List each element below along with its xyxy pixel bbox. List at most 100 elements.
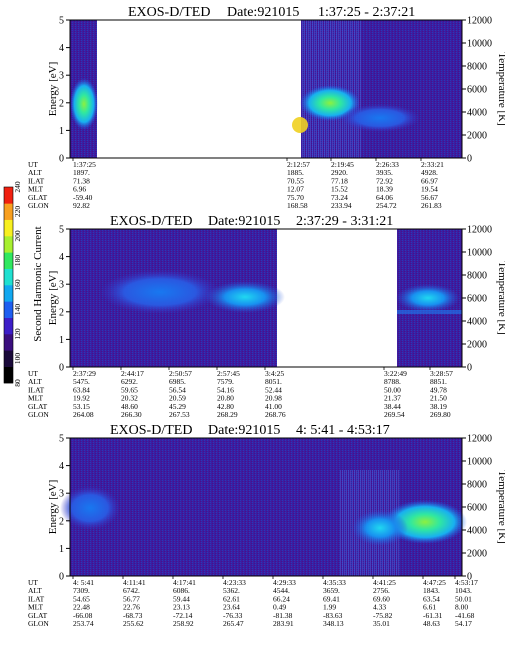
- ephemeris-value: 64.06: [376, 193, 393, 202]
- ytick-right-label: 8000: [467, 480, 487, 491]
- colorbar-swatch: [4, 334, 13, 351]
- ephemeris-value: 4:53:17: [455, 578, 478, 587]
- panel-1-yticks-right: 0 2000 4000 6000 8000 10000 12000: [462, 16, 492, 165]
- ytick-label: 0: [59, 154, 64, 165]
- ephemeris-row-label: ILAT: [28, 176, 45, 185]
- panel-1-yticks: 0 1 2 3 4 5: [59, 16, 70, 165]
- ephemeris-value: 8.00: [455, 603, 468, 612]
- ephemeris-value: 54.17: [455, 619, 472, 628]
- ephemeris-value: 45.29: [169, 402, 186, 411]
- ephemeris-value: 42.80: [217, 402, 234, 411]
- ephemeris-value: 62.61: [223, 594, 240, 603]
- ytick-right-label: 12000: [467, 225, 492, 236]
- ytick-right-label: 2000: [467, 340, 487, 351]
- ytick-right-label: 10000: [467, 457, 492, 468]
- ytick-label: 2: [59, 516, 64, 527]
- ephemeris-row-label: ALT: [28, 168, 42, 177]
- colorbar-swatch: [4, 219, 13, 237]
- ytick-label: 4: [59, 461, 64, 472]
- ephemeris-value: 1843.: [423, 586, 440, 595]
- colorbar-tick-label: 160: [13, 279, 22, 291]
- ytick-label: 5: [59, 16, 64, 27]
- panel-3-plot: [60, 437, 467, 577]
- ephemeris-value: 92.82: [73, 201, 90, 210]
- ephemeris-value: 50.00: [384, 385, 401, 394]
- ephemeris-value: 265.47: [223, 619, 244, 628]
- colorbar-swatch: [4, 301, 13, 318]
- ephemeris-value: 35.01: [373, 619, 390, 628]
- ephemeris-row-label: ILAT: [28, 385, 45, 394]
- panel-2-feature-1: [100, 270, 220, 314]
- ephemeris-value: 20.32: [121, 394, 138, 403]
- ephemeris-value: 2:12:57: [287, 160, 310, 169]
- ytick-label: 3: [59, 71, 64, 82]
- ephemeris-value: 59.44: [173, 594, 190, 603]
- ephemeris-value: -41.68: [455, 611, 475, 620]
- ephemeris-value: 21.50: [430, 394, 447, 403]
- panel-1-feature-1: [70, 78, 98, 130]
- ephemeris-value: 6292.: [121, 377, 138, 386]
- ephemeris-value: 77.18: [331, 176, 348, 185]
- colorbar-swatch: [4, 268, 13, 286]
- ephemeris-value: 41.00: [265, 402, 282, 411]
- ephemeris-value: 2:26:33: [376, 160, 399, 169]
- ephemeris-value: 1885.: [287, 168, 304, 177]
- ephemeris-value: 7579.: [217, 377, 234, 386]
- ephemeris-value: 4:23:33: [223, 578, 246, 587]
- ephemeris-value: 168.58: [287, 201, 308, 210]
- ephemeris-value: 2756.: [373, 586, 390, 595]
- ytick-right-label: 2000: [467, 549, 487, 560]
- ephemeris-value: 50.01: [455, 594, 472, 603]
- ephemeris-value: 6985.: [169, 377, 186, 386]
- ephemeris-value: 19.92: [73, 394, 90, 403]
- ephemeris-value: 56.67: [421, 193, 438, 202]
- ephemeris-value: 38.44: [384, 402, 401, 411]
- ytick-right-label: 0: [467, 363, 472, 374]
- ephemeris-value: 54.16: [217, 385, 234, 394]
- panel-2-yticks: 0 1 2 3 4 5: [59, 225, 70, 374]
- panel-1-feature-3: [340, 104, 420, 132]
- ephemeris-value: 15.52: [331, 185, 348, 194]
- panel-2-yticks-right: 0 2000 4000 6000 8000 10000 12000: [462, 225, 492, 374]
- panel-3-ylabel-right: Temperature [K]: [496, 470, 505, 543]
- ephemeris-value: 4:41:25: [373, 578, 396, 587]
- ytick-right-label: 12000: [467, 16, 492, 27]
- ephemeris-row-label: GLON: [28, 619, 49, 628]
- ephemeris-value: 63.84: [73, 385, 90, 394]
- panel-3-feature-3: [352, 510, 408, 546]
- ephemeris-value: -68.73: [123, 611, 143, 620]
- ephemeris-value: 4:47:25: [423, 578, 446, 587]
- panel-3-feature-1: [60, 486, 120, 530]
- panel-1-title: EXOS-D/TED: [128, 5, 210, 20]
- ephemeris-value: -59.40: [73, 193, 93, 202]
- panel-2-feature-2: [205, 281, 285, 313]
- panel-2-title: EXOS-D/TED: [110, 214, 192, 229]
- colorbar-swatch: [4, 317, 13, 335]
- panel-1-time-range: 1:37:25 - 2:37:21: [318, 5, 415, 20]
- panel-1-ylabel-right: Temperature [K]: [496, 52, 505, 125]
- ytick-right-label: 0: [467, 572, 472, 583]
- ephemeris-value: 6086.: [173, 586, 190, 595]
- ephemeris-value: 54.65: [73, 594, 90, 603]
- ephemeris-value: -76.33: [223, 611, 243, 620]
- ytick-right-label: 6000: [467, 85, 487, 96]
- ephemeris-value: 2920.: [331, 168, 348, 177]
- ytick-label: 0: [59, 363, 64, 374]
- ephemeris-value: 254.72: [376, 201, 397, 210]
- ephemeris-value: 3:4:25: [265, 369, 284, 378]
- colorbar-swatch: [4, 285, 13, 302]
- ephemeris-value: 56.77: [123, 594, 140, 603]
- ytick-label: 5: [59, 434, 64, 445]
- panel-1-date: Date:921015: [227, 5, 299, 20]
- ytick-label: 1: [59, 126, 64, 137]
- colorbar-swatch: [4, 350, 13, 367]
- panel-3-title: EXOS-D/TED: [110, 423, 192, 438]
- colorbar-tick-label: 120: [13, 328, 22, 340]
- ephemeris-value: 268.29: [217, 410, 238, 419]
- ephemeris-row-label: UT: [28, 160, 38, 169]
- ephemeris-value: 1043.: [455, 586, 472, 595]
- ephemeris-value: 2:50:57: [169, 369, 192, 378]
- ephemeris-value: 66.24: [273, 594, 290, 603]
